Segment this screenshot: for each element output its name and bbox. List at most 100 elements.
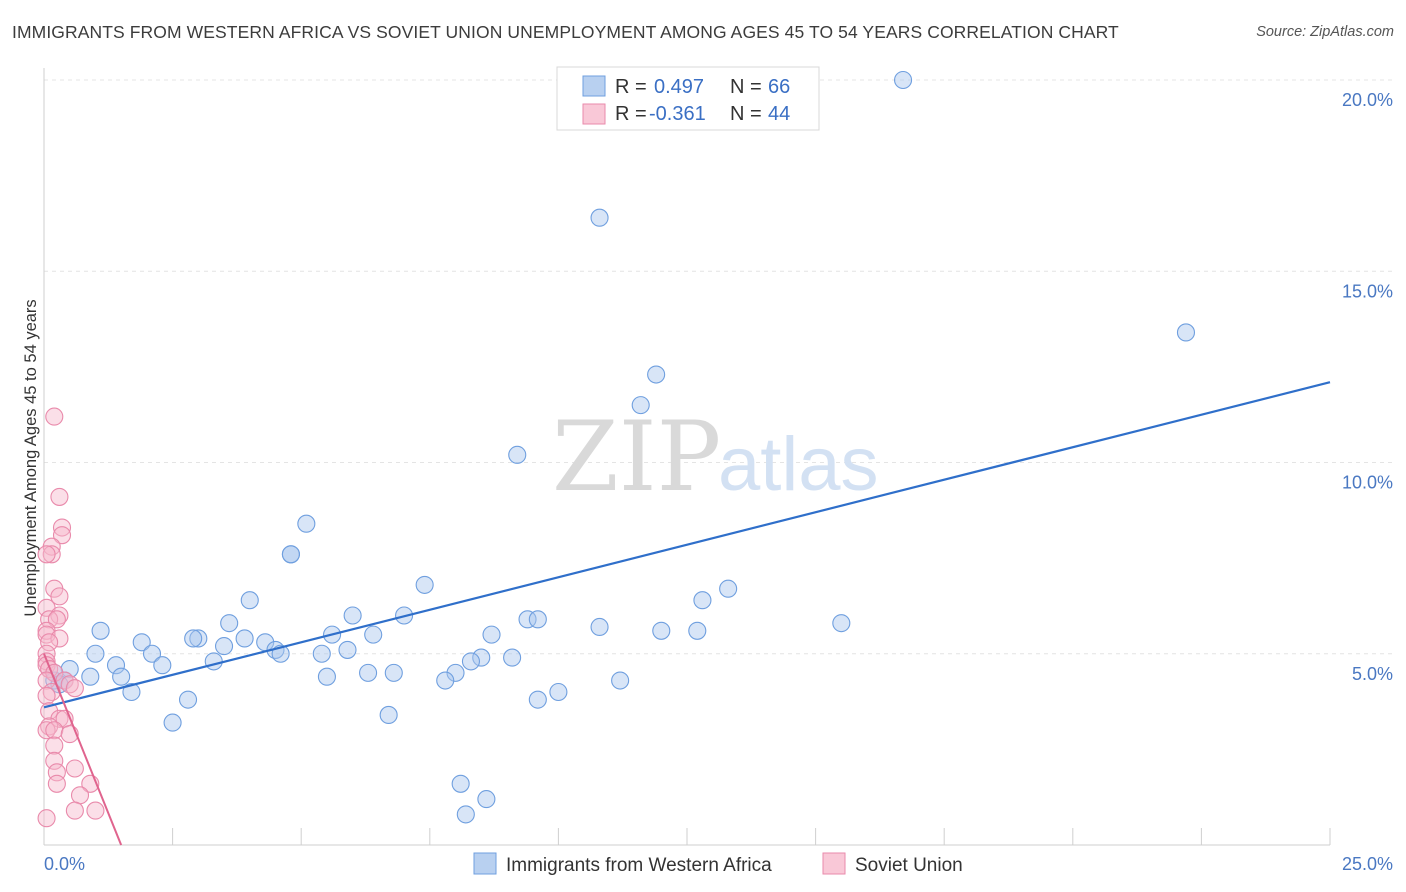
legend-n-label-1: N =: [730, 76, 762, 98]
western-africa-point-56: [122, 682, 141, 702]
western-africa-point-21: [189, 629, 208, 648]
western-africa-point-41: [204, 652, 223, 671]
western-africa-point-62: [451, 774, 470, 793]
western-africa-point-44: [60, 659, 79, 679]
soviet-union-point-44: [37, 809, 56, 828]
axes: [43, 68, 1331, 846]
western-africa-point-23: [688, 621, 707, 640]
western-africa-point-3: [647, 365, 666, 384]
western-africa-point-64: [456, 805, 475, 824]
legend-r-label-1: R =: [615, 76, 647, 98]
western-africa-point-59: [528, 690, 547, 709]
soviet-union-point-1: [50, 487, 69, 506]
watermark-zip: ZIP: [552, 401, 721, 513]
soviet-union-point-25: [65, 679, 84, 698]
western-africa-point-45: [359, 663, 378, 682]
soviet-union-point-42: [65, 801, 84, 820]
western-africa-point-60: [163, 713, 182, 732]
western-africa-point-37: [338, 640, 357, 659]
series-legend-swatch-pink: [822, 852, 846, 875]
western-africa-point-34: [86, 644, 105, 663]
western-africa-point-27: [184, 629, 203, 648]
western-africa-point-13: [343, 606, 362, 625]
soviet-union-point-6: [37, 545, 56, 564]
western-africa-point-33: [142, 644, 162, 663]
western-africa-point-19: [590, 617, 609, 637]
western-africa-point-15: [518, 610, 537, 629]
soviet-union-point-5: [42, 545, 61, 564]
western-africa-point-58: [178, 690, 198, 709]
soviet-union-point-41: [70, 786, 90, 805]
western-africa-point-4: [631, 396, 650, 415]
western-africa-point-50: [317, 667, 336, 686]
western-africa-point-61: [379, 705, 398, 725]
trend-line-soviet-union: [43, 653, 123, 846]
western-africa-point-11: [693, 591, 712, 610]
western-africa-point-43: [153, 656, 172, 675]
series-legend-label-pink: Soviet Union: [855, 855, 963, 876]
soviet-union-point-36: [45, 751, 64, 770]
western-africa-point-26: [482, 625, 501, 644]
legend-swatch-blue: [582, 75, 606, 97]
western-africa-point-63: [477, 790, 496, 809]
watermark: ZIP atlas: [552, 401, 879, 513]
series-legend-label-blue: Immigrants from Western Africa: [506, 855, 772, 876]
soviet-union-point-43: [86, 801, 105, 820]
watermark-atlas: atlas: [718, 422, 879, 507]
series-legend: Immigrants from Western Africa Soviet Un…: [473, 852, 963, 876]
western-africa-point-40: [461, 652, 481, 671]
source-credit: Source: ZipAtlas.com: [1256, 24, 1394, 40]
western-africa-point-9: [415, 575, 434, 594]
series-soviet-union-points: [37, 407, 105, 828]
soviet-union-point-2: [52, 518, 72, 537]
western-africa-point-29: [132, 633, 151, 652]
soviet-union-point-12: [47, 610, 66, 629]
legend-r-value-1: 0.497: [654, 76, 704, 98]
x-tick-label-0: 0.0%: [44, 854, 85, 874]
soviet-union-point-35: [45, 736, 64, 755]
western-africa-point-6: [297, 514, 316, 533]
western-africa-point-42: [106, 656, 126, 675]
y-tick-label-1: 10.0%: [1342, 473, 1393, 493]
western-africa-point-0: [893, 70, 913, 90]
y-tick-labels: 5.0% 10.0% 15.0% 20.0%: [1342, 90, 1393, 684]
western-africa-point-38: [472, 648, 491, 667]
soviet-union-point-37: [65, 759, 84, 778]
soviet-union-point-0: [45, 407, 64, 426]
gridlines: [44, 79, 1392, 655]
western-africa-point-57: [549, 682, 568, 702]
western-africa-point-12: [240, 591, 259, 610]
western-africa-point-5: [508, 445, 527, 464]
correlation-legend: R = 0.497 N = 66 R = -0.361 N = 44: [556, 66, 820, 131]
western-africa-point-49: [112, 667, 131, 686]
soviet-union-point-32: [37, 721, 56, 740]
western-africa-point-54: [611, 671, 630, 690]
western-africa-point-20: [91, 621, 110, 640]
legend-n-value-2: 44: [768, 103, 790, 125]
legend-n-label-2: N =: [730, 103, 762, 125]
y-tick-label-2: 15.0%: [1342, 281, 1393, 301]
western-africa-point-1: [590, 208, 609, 227]
western-africa-point-53: [436, 671, 455, 690]
western-africa-point-48: [446, 663, 465, 682]
soviet-union-point-29: [50, 709, 69, 728]
legend-swatch-pink: [582, 103, 606, 125]
soviet-union-point-27: [37, 686, 56, 705]
soviet-union-point-11: [40, 610, 59, 629]
soviet-union-point-8: [50, 587, 69, 606]
y-axis-label: Unemployment Among Ages 45 to 54 years: [22, 299, 40, 616]
western-africa-point-28: [235, 629, 254, 648]
legend-r-value-2: -0.361: [649, 103, 706, 125]
chart-title: IMMIGRANTS FROM WESTERN AFRICA VS SOVIET…: [12, 22, 1119, 42]
western-africa-point-39: [503, 648, 522, 667]
trend-lines: [43, 381, 1331, 846]
x-tick-labels: 0.0% 25.0%: [44, 854, 1393, 874]
western-africa-point-31: [214, 637, 234, 656]
soviet-union-point-39: [47, 774, 66, 793]
western-africa-point-2: [1176, 323, 1196, 342]
trend-line-western-africa: [43, 381, 1331, 709]
western-africa-point-16: [528, 610, 547, 629]
western-africa-point-17: [832, 614, 851, 633]
y-tick-label-0: 5.0%: [1352, 664, 1393, 684]
